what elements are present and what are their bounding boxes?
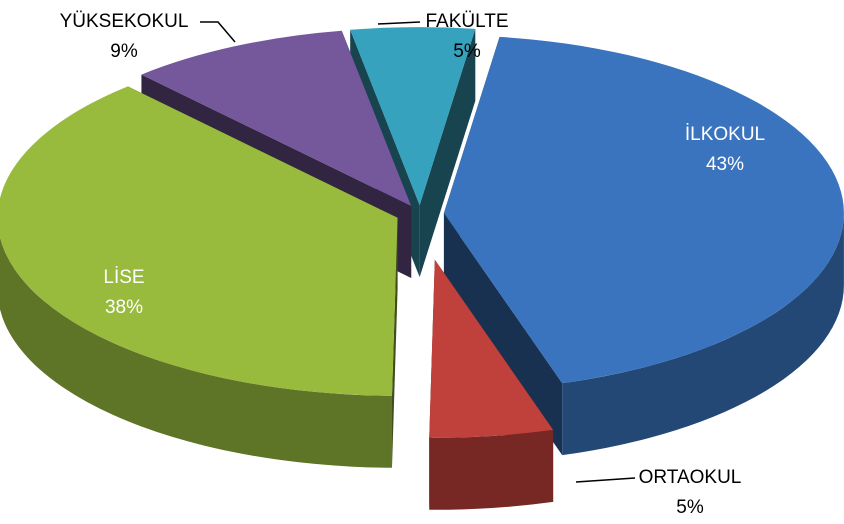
slice-2-top [0,86,398,396]
slice-1-side [429,429,554,510]
slice-label-1: ORTAOKUL [639,467,742,488]
pie-tops [0,27,844,438]
slice-4-top [350,27,476,206]
slice-value-0: 43% [706,154,744,175]
leader-line-1 [575,477,636,483]
slice-0-top [443,36,844,384]
leader-line-3 [200,21,236,43]
slice-value-2: 38% [105,297,143,318]
slice-label-3: YÜKSEKOKUL [60,11,189,32]
slice-label-4: FAKÜLTE [425,11,508,32]
slice-value-3: 9% [110,41,138,62]
label-leaders [200,21,636,483]
leader-line-4 [377,21,421,25]
slice-4-wall-1 [419,28,476,278]
slice-0-side [562,213,844,456]
slice-2-side [0,237,392,468]
slice-value-4: 5% [453,41,481,62]
slice-value-1: 5% [676,497,704,518]
pie-labels: İLKOKUL 43% ORTAOKUL 5% LİSE 38% YÜKSEKOKUL 9% F… [60,11,766,518]
slice-label-2: LİSE [103,267,144,288]
slice-label-0: İLKOKUL [685,124,765,145]
slice-3-top [141,30,412,207]
slice-1-top [429,259,554,438]
slice-0-wall-1 [443,213,563,456]
